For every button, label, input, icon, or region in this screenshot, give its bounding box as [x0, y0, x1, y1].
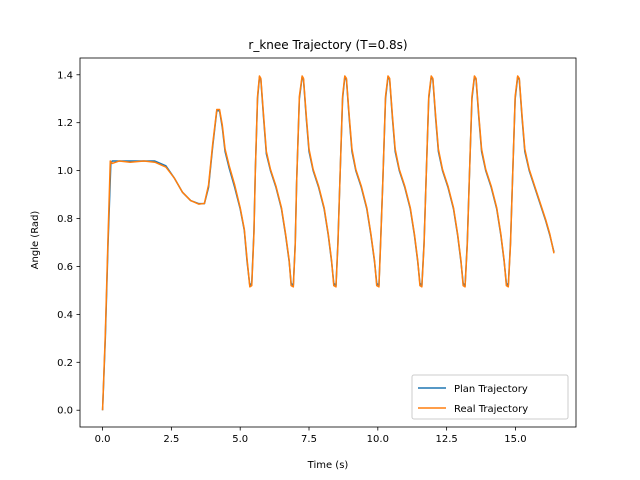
legend-entry-label: Plan Trajectory [454, 384, 528, 395]
y-tick-label: 0.8 [57, 214, 73, 225]
axes-frame [79, 57, 577, 428]
y-tick-label: 0.2 [57, 358, 73, 369]
y-tick-label: 0.0 [57, 406, 73, 417]
chart-title: r_knee Trajectory (T=0.8s) [248, 38, 407, 52]
legend-entry-label: Real Trajectory [454, 404, 528, 415]
y-tick-label: 1.0 [57, 166, 73, 177]
y-tick-label: 1.4 [57, 70, 73, 81]
x-tick-label: 10.0 [367, 434, 389, 445]
series-line-real [101, 75, 555, 411]
x-tick-label: 0.0 [95, 434, 111, 445]
y-axis-label: Angle (Rad) [30, 211, 41, 270]
x-tick-label: 12.5 [435, 434, 457, 445]
y-tick-label: 0.4 [57, 310, 73, 321]
x-tick-label: 2.5 [163, 434, 179, 445]
x-tick-label: 7.5 [301, 434, 317, 445]
y-tick-label: 1.2 [57, 118, 73, 129]
x-tick-label: 15.0 [504, 434, 526, 445]
x-axis-label: Time (s) [307, 460, 349, 471]
legend: Plan Trajectory Real Trajectory [411, 374, 569, 420]
y-tick-label: 0.6 [57, 262, 73, 273]
legend-box [411, 374, 569, 420]
x-tick-label: 5.0 [232, 434, 248, 445]
x-axis: 0.0 2.5 5.0 7.5 10.0 12.5 15.0 [95, 427, 527, 445]
y-axis: 0.0 0.2 0.4 0.6 0.8 1.0 1.2 1.4 [57, 70, 80, 417]
plot-area [79, 57, 577, 428]
